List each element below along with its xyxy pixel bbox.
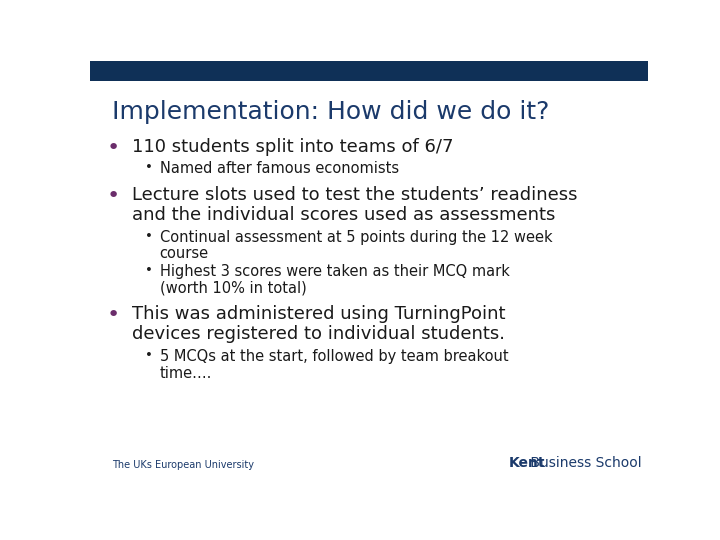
Text: The UKs European University: The UKs European University xyxy=(112,460,254,470)
Text: •: • xyxy=(145,264,153,277)
Text: •: • xyxy=(145,349,153,362)
Text: Lecture slots used to test the students’ readiness: Lecture slots used to test the students’… xyxy=(132,186,577,204)
Text: Highest 3 scores were taken as their MCQ mark: Highest 3 scores were taken as their MCQ… xyxy=(160,264,510,279)
Text: Named after famous economists: Named after famous economists xyxy=(160,161,399,176)
Text: 110 students split into teams of 6/7: 110 students split into teams of 6/7 xyxy=(132,138,454,156)
Text: Continual assessment at 5 points during the 12 week: Continual assessment at 5 points during … xyxy=(160,230,552,245)
Text: (worth 10% in total): (worth 10% in total) xyxy=(160,281,307,296)
Text: course: course xyxy=(160,246,209,261)
Text: devices registered to individual students.: devices registered to individual student… xyxy=(132,326,505,343)
Text: and the individual scores used as assessments: and the individual scores used as assess… xyxy=(132,206,555,224)
Text: 5 MCQs at the start, followed by team breakout: 5 MCQs at the start, followed by team br… xyxy=(160,349,508,364)
Text: •: • xyxy=(107,186,120,206)
Text: •: • xyxy=(107,138,120,158)
Text: •: • xyxy=(145,230,153,242)
Text: Implementation: How did we do it?: Implementation: How did we do it? xyxy=(112,100,549,124)
FancyBboxPatch shape xyxy=(90,60,648,80)
Text: This was administered using TurningPoint: This was administered using TurningPoint xyxy=(132,305,505,323)
Text: •: • xyxy=(107,305,120,325)
Text: •: • xyxy=(145,161,153,174)
Text: Kent: Kent xyxy=(508,456,545,470)
Text: Business School: Business School xyxy=(526,456,642,470)
Text: time….: time…. xyxy=(160,366,212,381)
